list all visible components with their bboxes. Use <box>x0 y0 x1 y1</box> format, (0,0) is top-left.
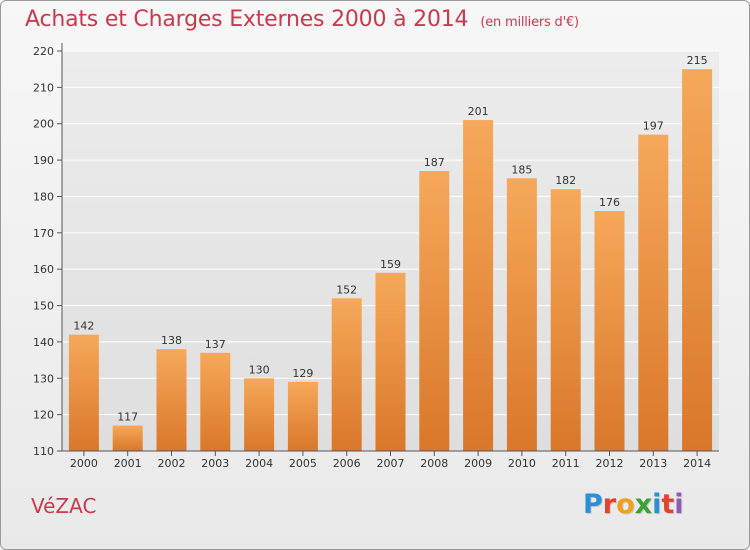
y-tick-label: 120 <box>33 409 54 422</box>
data-label: 197 <box>643 120 664 133</box>
x-tick-label: 2003 <box>201 457 229 470</box>
bar-2005 <box>287 381 318 451</box>
bar-2006 <box>331 298 362 451</box>
bar-2003 <box>200 352 231 451</box>
y-tick-label: 180 <box>33 190 54 203</box>
x-tick-label: 2011 <box>552 457 580 470</box>
data-label: 185 <box>511 163 532 176</box>
bar-2014 <box>682 69 713 451</box>
data-label: 182 <box>555 174 576 187</box>
data-label: 176 <box>599 196 620 209</box>
logo-letter: i <box>674 489 684 520</box>
chart-unit: (en milliers d'€) <box>480 15 579 30</box>
logo-letter: o <box>616 489 635 520</box>
bar-2008 <box>419 171 450 451</box>
x-tick-label: 2007 <box>377 457 405 470</box>
x-tick-label: 2009 <box>464 457 492 470</box>
data-label: 117 <box>117 411 138 424</box>
proxiti-logo: Proxiti <box>583 489 684 520</box>
x-tick-label: 2013 <box>639 457 667 470</box>
logo-letter: r <box>602 489 617 520</box>
bar-2009 <box>463 120 494 451</box>
y-tick-label: 200 <box>33 118 54 131</box>
x-tick-label: 2000 <box>70 457 98 470</box>
y-tick-label: 110 <box>33 445 54 458</box>
data-label: 159 <box>380 258 401 271</box>
y-tick-label: 160 <box>33 263 54 276</box>
y-tick-label: 150 <box>33 300 54 313</box>
x-tick-label: 2014 <box>683 457 711 470</box>
logo-letter: t <box>661 489 675 520</box>
bar-2001 <box>112 425 143 451</box>
data-label: 142 <box>73 320 94 333</box>
bar-2000 <box>68 334 99 451</box>
y-tick-label: 170 <box>33 227 54 240</box>
x-tick-label: 2010 <box>508 457 536 470</box>
x-tick-label: 2002 <box>158 457 186 470</box>
y-tick-label: 220 <box>33 45 54 58</box>
bar-2012 <box>594 211 625 451</box>
y-tick-label: 130 <box>33 372 54 385</box>
data-label: 215 <box>687 54 708 67</box>
x-tick-label: 2001 <box>114 457 142 470</box>
x-tick-label: 2012 <box>596 457 624 470</box>
data-label: 152 <box>336 283 357 296</box>
chart-title: Achats et Charges Externes 2000 à 2014 (e… <box>25 7 579 32</box>
logo-letter: x <box>634 489 653 520</box>
data-label: 138 <box>161 334 182 347</box>
x-tick-label: 2004 <box>245 457 273 470</box>
bar-2011 <box>550 189 581 451</box>
bar-2002 <box>156 349 187 451</box>
x-tick-label: 2006 <box>333 457 361 470</box>
data-label: 201 <box>468 105 489 118</box>
chart-title-text: Achats et Charges Externes 2000 à 2014 <box>25 7 469 32</box>
bar-2007 <box>375 272 406 451</box>
y-tick-label: 140 <box>33 336 54 349</box>
data-label: 187 <box>424 156 445 169</box>
data-label: 130 <box>249 363 270 376</box>
bar-2010 <box>506 178 537 452</box>
bar-2013 <box>638 134 669 452</box>
place-name: VéZAC <box>31 494 97 518</box>
logo-letter: i <box>652 489 662 520</box>
y-tick-label: 210 <box>33 81 54 94</box>
logo-letter: P <box>583 489 603 520</box>
bar-2004 <box>244 378 275 451</box>
x-tick-label: 2005 <box>289 457 317 470</box>
data-label: 137 <box>205 338 226 351</box>
data-label: 129 <box>292 367 313 380</box>
x-tick-label: 2008 <box>420 457 448 470</box>
y-tick-label: 190 <box>33 154 54 167</box>
